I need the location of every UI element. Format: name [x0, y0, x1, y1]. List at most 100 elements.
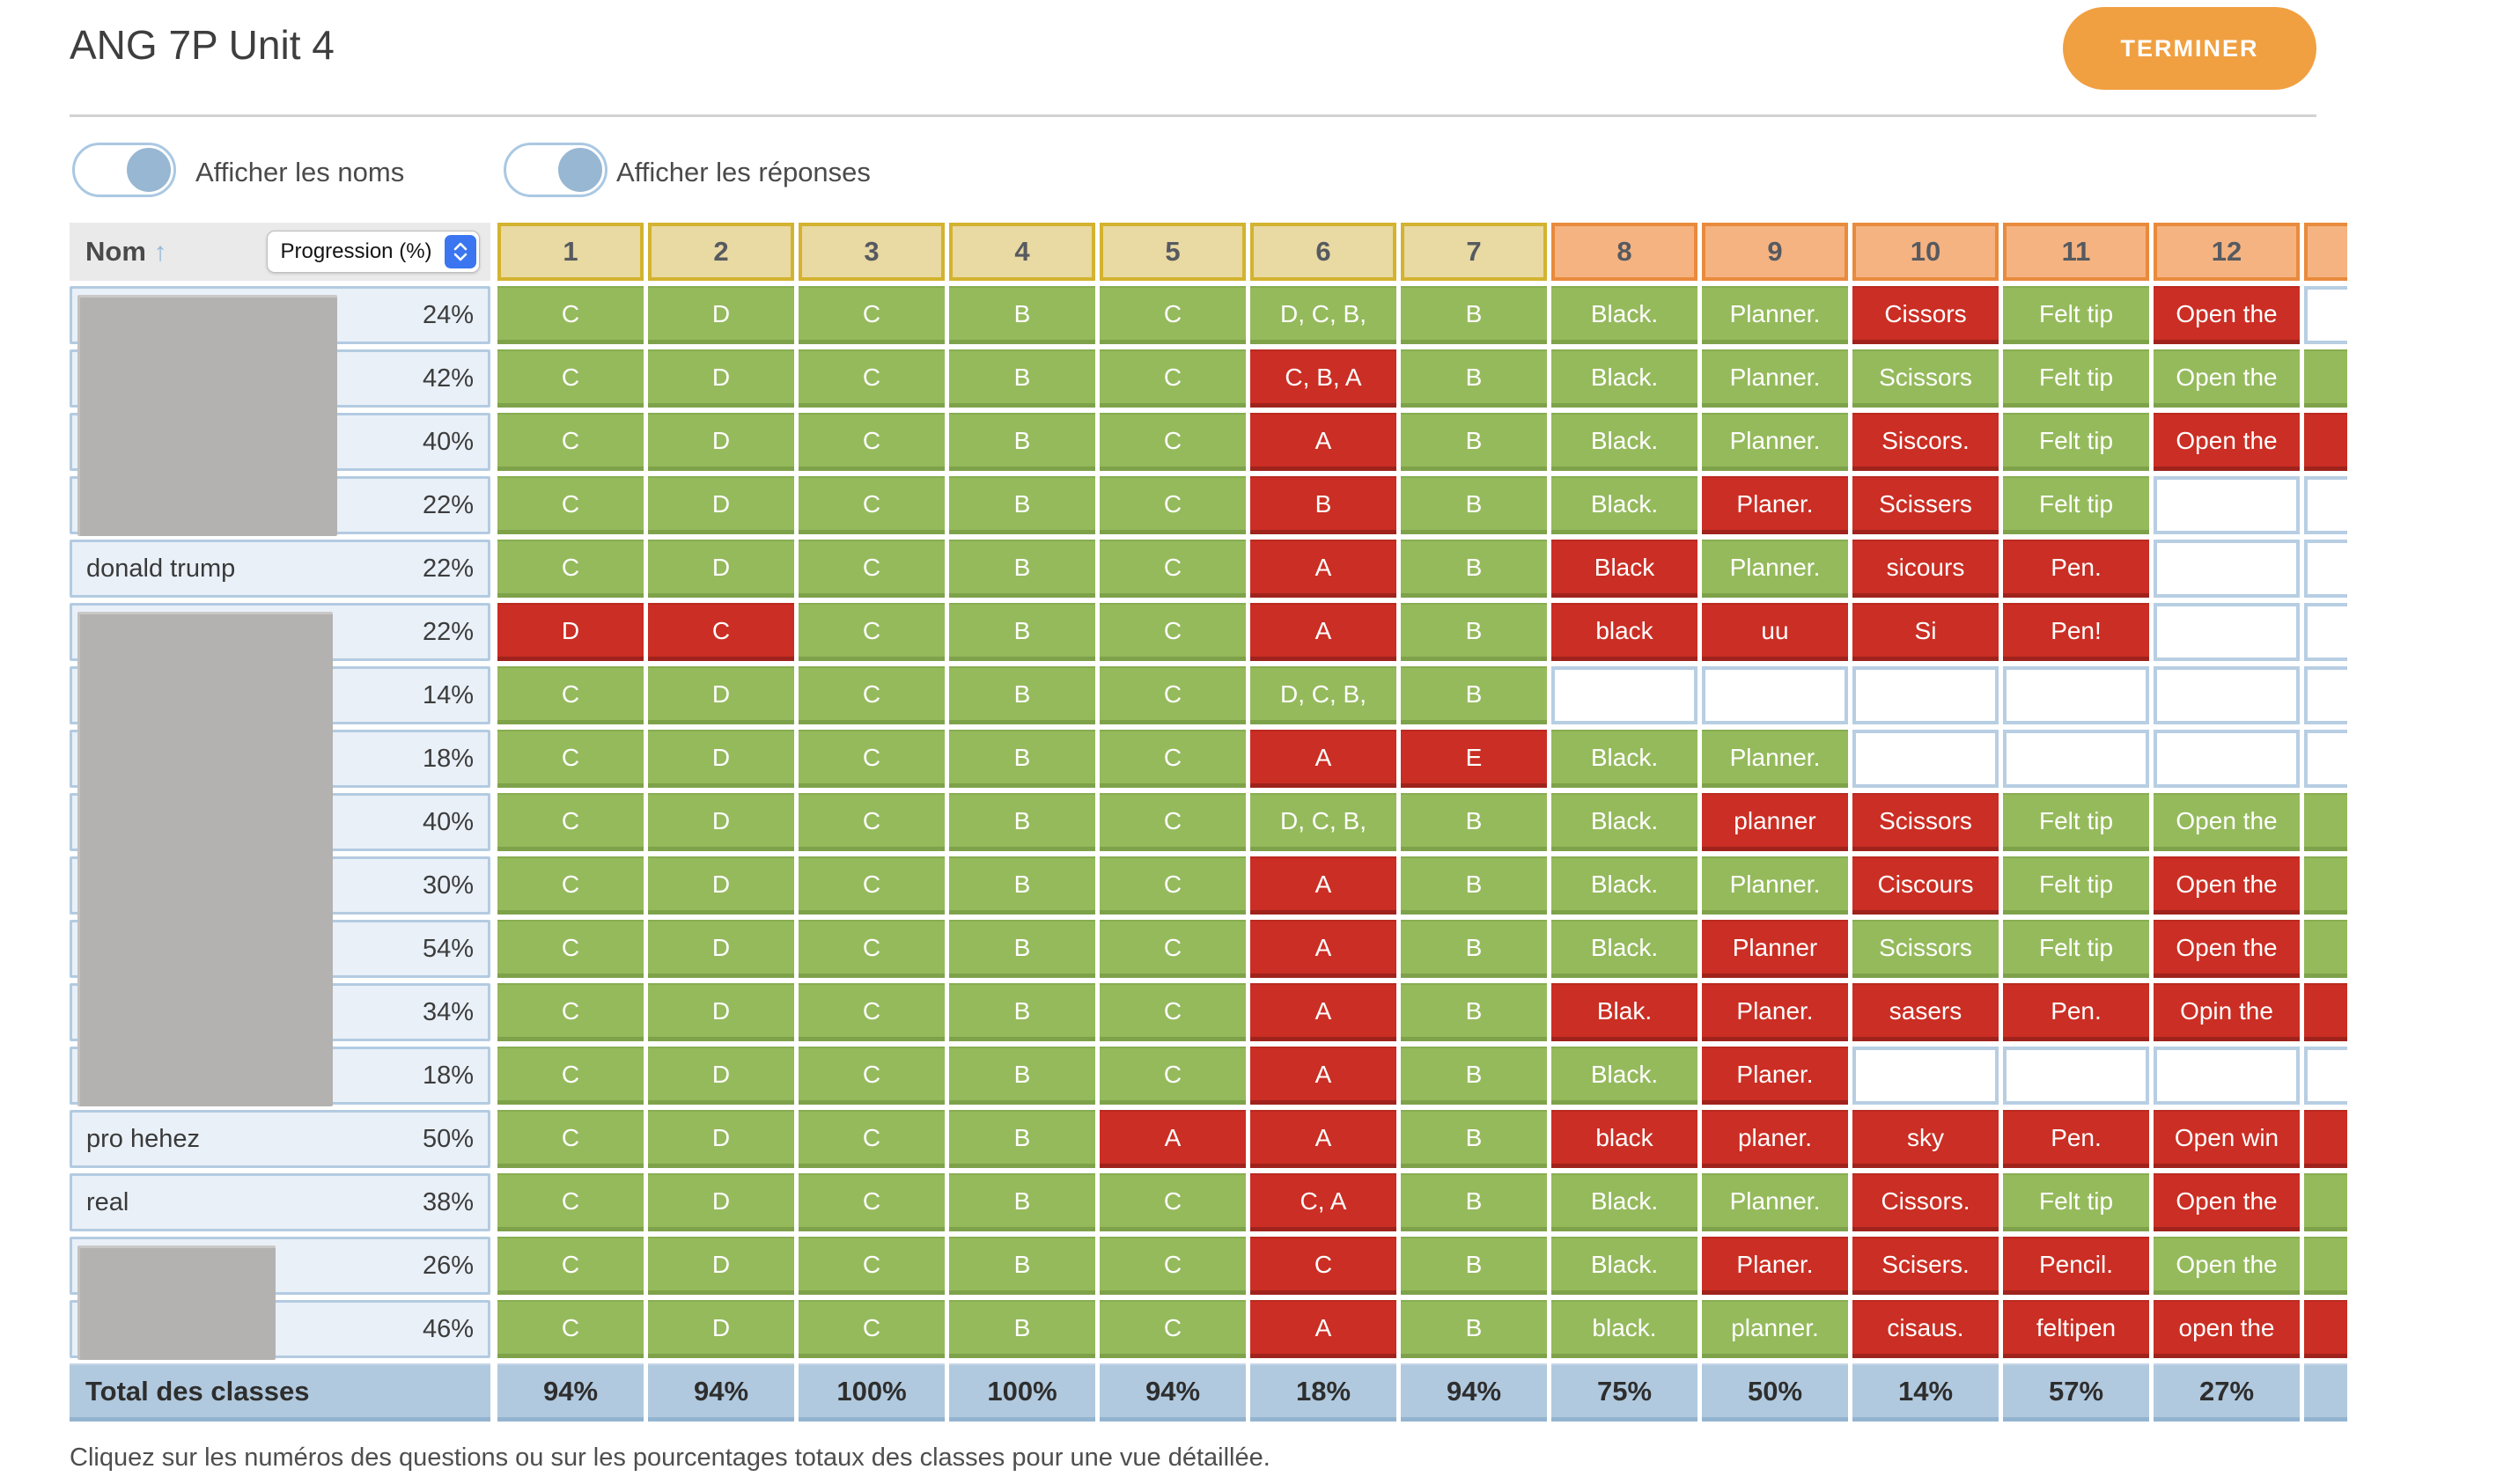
answer-cell-q6[interactable]: D, C, B, [1250, 286, 1396, 344]
answer-cell-q1[interactable]: C [497, 476, 644, 534]
answer-cell-q9[interactable]: Planner. [1702, 1173, 1848, 1231]
answer-cell-q7[interactable]: B [1401, 603, 1547, 661]
answer-cell-q4[interactable]: B [949, 1110, 1095, 1168]
answer-cell-q13[interactable]: igd [2304, 1110, 2347, 1168]
answer-cell-q5[interactable]: C [1100, 413, 1246, 471]
answer-cell-q3[interactable]: C [799, 1110, 945, 1168]
answer-cell-q7[interactable]: B [1401, 666, 1547, 724]
answer-cell-q10[interactable]: Cissors [1852, 286, 1999, 344]
answer-cell-q13[interactable] [2304, 286, 2347, 344]
answer-cell-q4[interactable]: B [949, 286, 1095, 344]
answer-cell-q6[interactable]: A [1250, 1047, 1396, 1105]
answer-cell-q12[interactable]: Open the [2154, 1237, 2300, 1295]
answer-cell-q3[interactable]: C [799, 349, 945, 408]
answer-cell-q4[interactable]: B [949, 856, 1095, 915]
answer-cell-q7[interactable]: B [1401, 920, 1547, 978]
answer-cell-q2[interactable]: D [648, 1300, 794, 1358]
answer-cell-q7[interactable]: B [1401, 856, 1547, 915]
answer-cell-q6[interactable]: A [1250, 856, 1396, 915]
answer-cell-q9[interactable]: Planner. [1702, 730, 1848, 788]
answer-cell-q2[interactable]: D [648, 856, 794, 915]
answer-cell-q5[interactable]: C [1100, 476, 1246, 534]
answer-cell-q10[interactable] [1852, 730, 1999, 788]
total-percentage-q7[interactable]: 94% [1401, 1363, 1547, 1422]
answer-cell-q4[interactable]: B [949, 1173, 1095, 1231]
total-percentage-q5[interactable]: 94% [1100, 1363, 1246, 1422]
answer-cell-q6[interactable]: C [1250, 1237, 1396, 1295]
answer-cell-q6[interactable]: A [1250, 920, 1396, 978]
answer-cell-q7[interactable]: B [1401, 983, 1547, 1041]
question-header-3[interactable]: 3 [799, 223, 945, 281]
answer-cell-q6[interactable]: C, A [1250, 1173, 1396, 1231]
total-percentage-q10[interactable]: 14% [1852, 1363, 1999, 1422]
answer-cell-q9[interactable]: Planner [1702, 920, 1848, 978]
answer-cell-q7[interactable]: B [1401, 413, 1547, 471]
answer-cell-q4[interactable]: B [949, 413, 1095, 471]
answer-cell-q6[interactable]: A [1250, 413, 1396, 471]
answer-cell-q1[interactable]: C [497, 349, 644, 408]
answer-cell-q10[interactable]: Siscors. [1852, 413, 1999, 471]
answer-cell-q5[interactable]: C [1100, 920, 1246, 978]
question-header-7[interactable]: 7 [1401, 223, 1547, 281]
answer-cell-q2[interactable]: C [648, 603, 794, 661]
question-header-2[interactable]: 2 [648, 223, 794, 281]
answer-cell-q7[interactable]: B [1401, 349, 1547, 408]
answer-cell-q11[interactable] [2003, 1047, 2149, 1105]
answer-cell-q12[interactable]: Open the [2154, 286, 2300, 344]
answer-cell-q2[interactable]: D [648, 983, 794, 1041]
answer-cell-q11[interactable] [2003, 730, 2149, 788]
answer-cell-q1[interactable]: D [497, 603, 644, 661]
answer-cell-q13[interactable]: Pu [2304, 856, 2347, 915]
answer-cell-q8[interactable]: black [1551, 603, 1697, 661]
answer-cell-q13[interactable]: pu [2304, 1300, 2347, 1358]
question-header-12[interactable]: 12 [2154, 223, 2300, 281]
answer-cell-q12[interactable]: Open the [2154, 793, 2300, 851]
question-header-4[interactable]: 4 [949, 223, 1095, 281]
answer-cell-q8[interactable] [1551, 666, 1697, 724]
answer-cell-q3[interactable]: C [799, 603, 945, 661]
answer-cell-q3[interactable]: C [799, 1173, 945, 1231]
answer-cell-q7[interactable]: B [1401, 1300, 1547, 1358]
answer-cell-q9[interactable]: planner [1702, 793, 1848, 851]
answer-cell-q9[interactable]: Planer. [1702, 983, 1848, 1041]
question-header-col13[interactable] [2304, 223, 2347, 281]
answer-cell-q7[interactable]: B [1401, 1237, 1547, 1295]
answer-cell-q11[interactable]: Felt tip [2003, 349, 2149, 408]
answer-cell-q8[interactable]: Black. [1551, 730, 1697, 788]
answer-cell-q3[interactable]: C [799, 730, 945, 788]
answer-cell-q6[interactable]: A [1250, 540, 1396, 598]
answer-cell-q4[interactable]: B [949, 983, 1095, 1041]
answer-cell-q4[interactable]: B [949, 1237, 1095, 1295]
answer-cell-q1[interactable]: C [497, 920, 644, 978]
question-header-5[interactable]: 5 [1100, 223, 1246, 281]
answer-cell-q9[interactable]: Planner. [1702, 540, 1848, 598]
answer-cell-q8[interactable]: Black. [1551, 793, 1697, 851]
answer-cell-q13[interactable]: Pu [2304, 1173, 2347, 1231]
answer-cell-q8[interactable]: Black [1551, 540, 1697, 598]
answer-cell-q10[interactable] [1852, 1047, 1999, 1105]
answer-cell-q12[interactable] [2154, 1047, 2300, 1105]
answer-cell-q12[interactable]: open the [2154, 1300, 2300, 1358]
answer-cell-q7[interactable]: B [1401, 793, 1547, 851]
answer-cell-q2[interactable]: D [648, 1173, 794, 1231]
answer-cell-q6[interactable]: A [1250, 730, 1396, 788]
answer-cell-q8[interactable]: Black. [1551, 413, 1697, 471]
answer-cell-q11[interactable]: Felt tip [2003, 1173, 2149, 1231]
answer-cell-q6[interactable]: A [1250, 983, 1396, 1041]
answer-cell-q4[interactable]: B [949, 920, 1095, 978]
answer-cell-q1[interactable]: C [497, 856, 644, 915]
answer-cell-q6[interactable]: B [1250, 476, 1396, 534]
answer-cell-q11[interactable]: Felt tip [2003, 793, 2149, 851]
answer-cell-q1[interactable]: C [497, 413, 644, 471]
answer-cell-q9[interactable]: Planer. [1702, 1237, 1848, 1295]
answer-cell-q4[interactable]: B [949, 603, 1095, 661]
answer-cell-q10[interactable]: Scissors [1852, 793, 1999, 851]
answer-cell-q11[interactable]: Pen. [2003, 1110, 2149, 1168]
answer-cell-q13[interactable] [2304, 476, 2347, 534]
question-header-6[interactable]: 6 [1250, 223, 1396, 281]
answer-cell-q13[interactable]: Pu [2304, 1237, 2347, 1295]
answer-cell-q2[interactable]: D [648, 666, 794, 724]
terminer-button[interactable]: TERMINER [2063, 7, 2316, 90]
answer-cell-q2[interactable]: D [648, 476, 794, 534]
answer-cell-q3[interactable]: C [799, 1047, 945, 1105]
